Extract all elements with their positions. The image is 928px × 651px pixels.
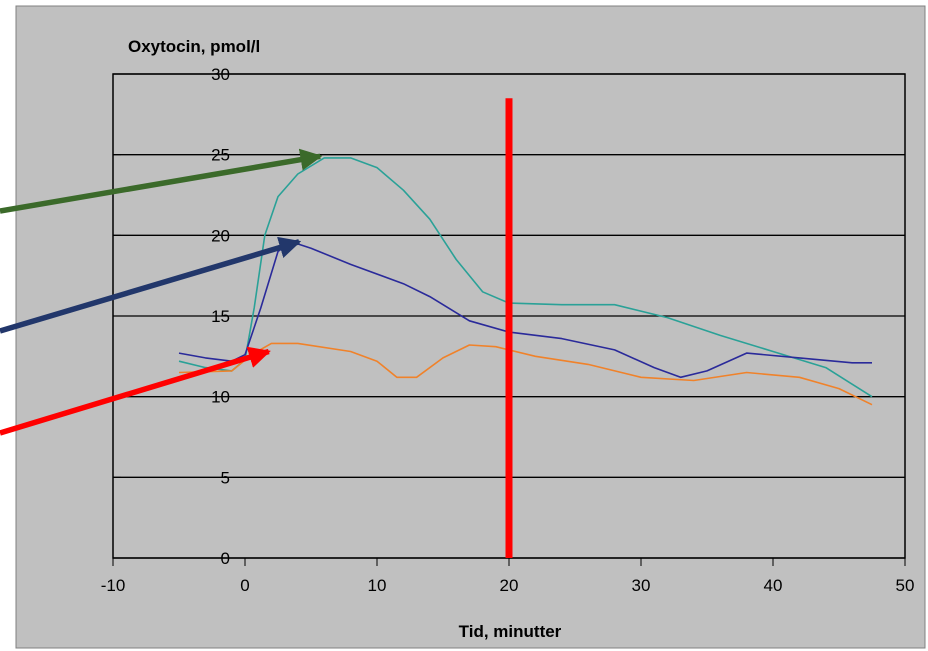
x-tick-labels: -10 0 10 20 30 40 50	[101, 576, 915, 595]
x-tick-label: 20	[500, 576, 519, 595]
y-tick-label: 30	[211, 65, 230, 84]
y-tick-label: 15	[211, 307, 230, 326]
x-tick-label: -10	[101, 576, 126, 595]
annotation-arrow-1	[0, 148, 323, 214]
x-axis-title: Tid, minutter	[459, 622, 562, 641]
x-tick-label: 40	[764, 576, 783, 595]
y-tick-label: 20	[211, 226, 230, 245]
gridlines	[112, 73, 906, 566]
data-series	[178, 157, 873, 406]
annotation-arrow-3	[0, 346, 271, 436]
x-tick-label: 10	[368, 576, 387, 595]
x-tick-label: 50	[896, 576, 915, 595]
annotation-arrow-2	[0, 236, 302, 334]
y-tick-label: 0	[221, 549, 230, 568]
chart-background	[15, 5, 926, 649]
x-tick-label: 0	[240, 576, 249, 595]
series-line-2	[178, 241, 872, 379]
x-tick-label: 30	[632, 576, 651, 595]
y-axis-title: Oxytocin, pmol/l	[128, 37, 260, 56]
annotation-arrows	[0, 148, 323, 436]
y-tick-labels: 0 5 10 15 20 25 30	[211, 65, 230, 568]
series-line-3	[178, 342, 873, 406]
y-tick-label: 10	[211, 388, 230, 407]
series-line-1	[178, 157, 873, 398]
y-tick-label: 25	[211, 146, 230, 165]
y-tick-label: 5	[221, 468, 230, 487]
